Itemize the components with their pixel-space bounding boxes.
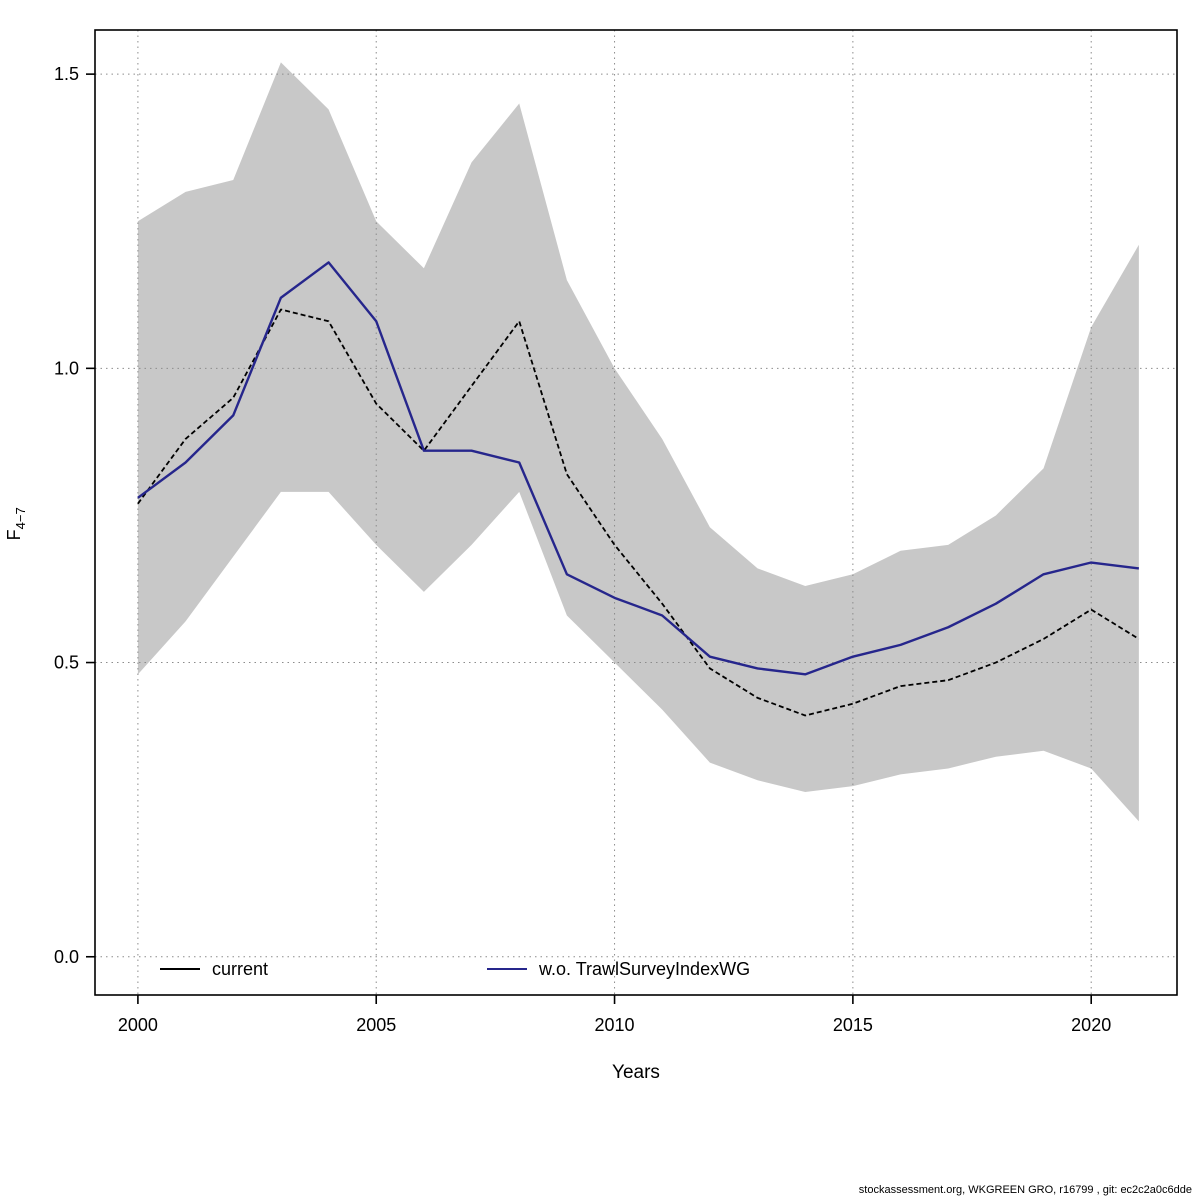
x-tick-label: 2010 xyxy=(595,1015,635,1035)
legend-item-wo-trawlsurveyindexwg: w.o. TrawlSurveyIndexWG xyxy=(487,958,750,980)
y-tick-label: 0.5 xyxy=(54,653,79,673)
plot-border xyxy=(94,29,1178,996)
credit-text: stockassessment.org, WKGREEN GRO, r16799… xyxy=(858,1184,1192,1196)
y-axis-label-sub: 4−7 xyxy=(12,507,28,530)
y-tick-label: 1.0 xyxy=(54,358,79,378)
x-tick-label: 2015 xyxy=(833,1015,873,1035)
legend-label-current: current xyxy=(212,958,269,979)
legend-item-current: current xyxy=(160,958,268,980)
y-tick-label: 0.0 xyxy=(54,947,79,967)
confidence-band xyxy=(137,62,1139,822)
y-axis-label-base: F xyxy=(4,529,25,541)
series-line-wo-trawlsurveyindexwg xyxy=(137,261,1140,676)
legend-line-wo-trawlsurveyindexwg xyxy=(487,968,527,970)
legend-line-current xyxy=(160,968,200,970)
y-tick-label: 1.5 xyxy=(54,64,79,84)
x-tick-label: 2000 xyxy=(118,1015,158,1035)
series-line-current xyxy=(137,308,1140,717)
legend-label-wo-trawlsurveyindexwg: w.o. TrawlSurveyIndexWG xyxy=(539,958,751,979)
y-axis-label: F4−7 xyxy=(4,474,28,574)
x-tick-label: 2020 xyxy=(1071,1015,1111,1035)
x-tick-label: 2005 xyxy=(356,1015,396,1035)
x-axis-label: Years xyxy=(612,1062,660,1083)
